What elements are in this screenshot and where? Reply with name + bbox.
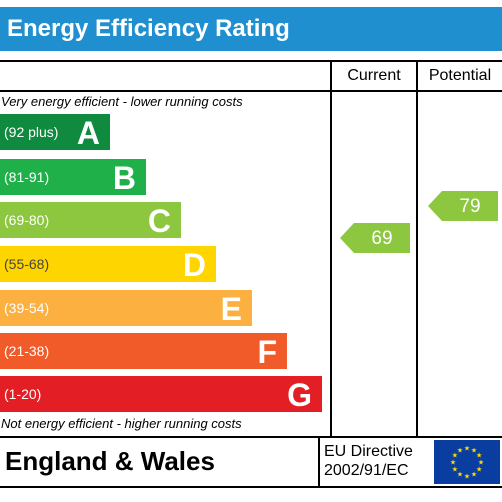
eu-star-icon: ★ — [450, 459, 456, 467]
bottom-note: Not energy efficient - higher running co… — [1, 416, 242, 431]
current-rating-value: 69 — [354, 223, 410, 253]
current-column-header: Current — [347, 67, 401, 84]
rating-band-g: (1-20) G — [0, 376, 322, 413]
rating-band-c: (69-80) C — [0, 202, 181, 239]
band-letter: B — [112, 160, 136, 196]
band-letter: D — [182, 247, 206, 283]
eu-star-icon: ★ — [478, 459, 484, 467]
header-divider — [0, 90, 502, 92]
current-column-divider — [330, 60, 332, 438]
footer-frame — [0, 436, 502, 488]
directive-line-1: EU Directive — [324, 443, 413, 460]
band-letter: F — [257, 334, 277, 370]
band-range-label: (81-91) — [4, 169, 50, 185]
eu-star-icon: ★ — [471, 447, 477, 455]
potential-rating-value: 79 — [442, 191, 498, 221]
rating-band-d: (55-68) D — [0, 246, 216, 283]
band-letter: G — [287, 377, 312, 413]
footer-divider — [318, 436, 320, 488]
potential-column-divider — [416, 60, 418, 438]
top-note: Very energy efficient - lower running co… — [1, 94, 243, 109]
potential-column-header: Potential — [428, 67, 492, 84]
band-range-label: (92 plus) — [4, 124, 59, 140]
rating-band-b: (81-91) B — [0, 159, 146, 196]
eu-star-icon: ★ — [464, 445, 470, 453]
eu-star-icon: ★ — [476, 452, 482, 460]
current-rating-arrow: 69 — [340, 223, 410, 253]
current-arrow-tip — [340, 223, 354, 253]
eu-star-icon: ★ — [452, 466, 458, 474]
eu-star-icon: ★ — [457, 447, 463, 455]
eu-star-icon: ★ — [476, 466, 482, 474]
eu-flag-icon: ★ ★ ★ ★ ★ ★ ★ ★ ★ ★ ★ ★ — [434, 440, 500, 484]
country-label: England & Wales — [5, 446, 215, 476]
band-range-label: (39-54) — [4, 300, 50, 316]
eu-star-icon: ★ — [471, 471, 477, 479]
band-letter: C — [147, 203, 171, 239]
band-letter: A — [76, 115, 100, 151]
band-range-label: (1-20) — [4, 386, 42, 402]
band-range-label: (21-38) — [4, 343, 50, 359]
directive-line-2: 2002/91/EC — [324, 462, 409, 479]
page-title: Energy Efficiency Rating — [0, 7, 502, 51]
eu-star-icon: ★ — [452, 452, 458, 460]
potential-rating-arrow: 79 — [428, 191, 498, 221]
rating-band-a: (92 plus) A — [0, 114, 110, 151]
band-range-label: (69-80) — [4, 212, 50, 228]
band-range-label: (55-68) — [4, 256, 50, 272]
eu-star-icon: ★ — [457, 471, 463, 479]
potential-arrow-tip — [428, 191, 442, 221]
eu-flag-stars: ★★★★★★★★★ ★ ★★ — [450, 445, 484, 481]
eu-star-icon: ★ — [464, 473, 470, 481]
band-letter: E — [220, 291, 242, 327]
rating-band-f: (21-38) F — [0, 333, 287, 370]
rating-band-e: (39-54) E — [0, 290, 252, 327]
